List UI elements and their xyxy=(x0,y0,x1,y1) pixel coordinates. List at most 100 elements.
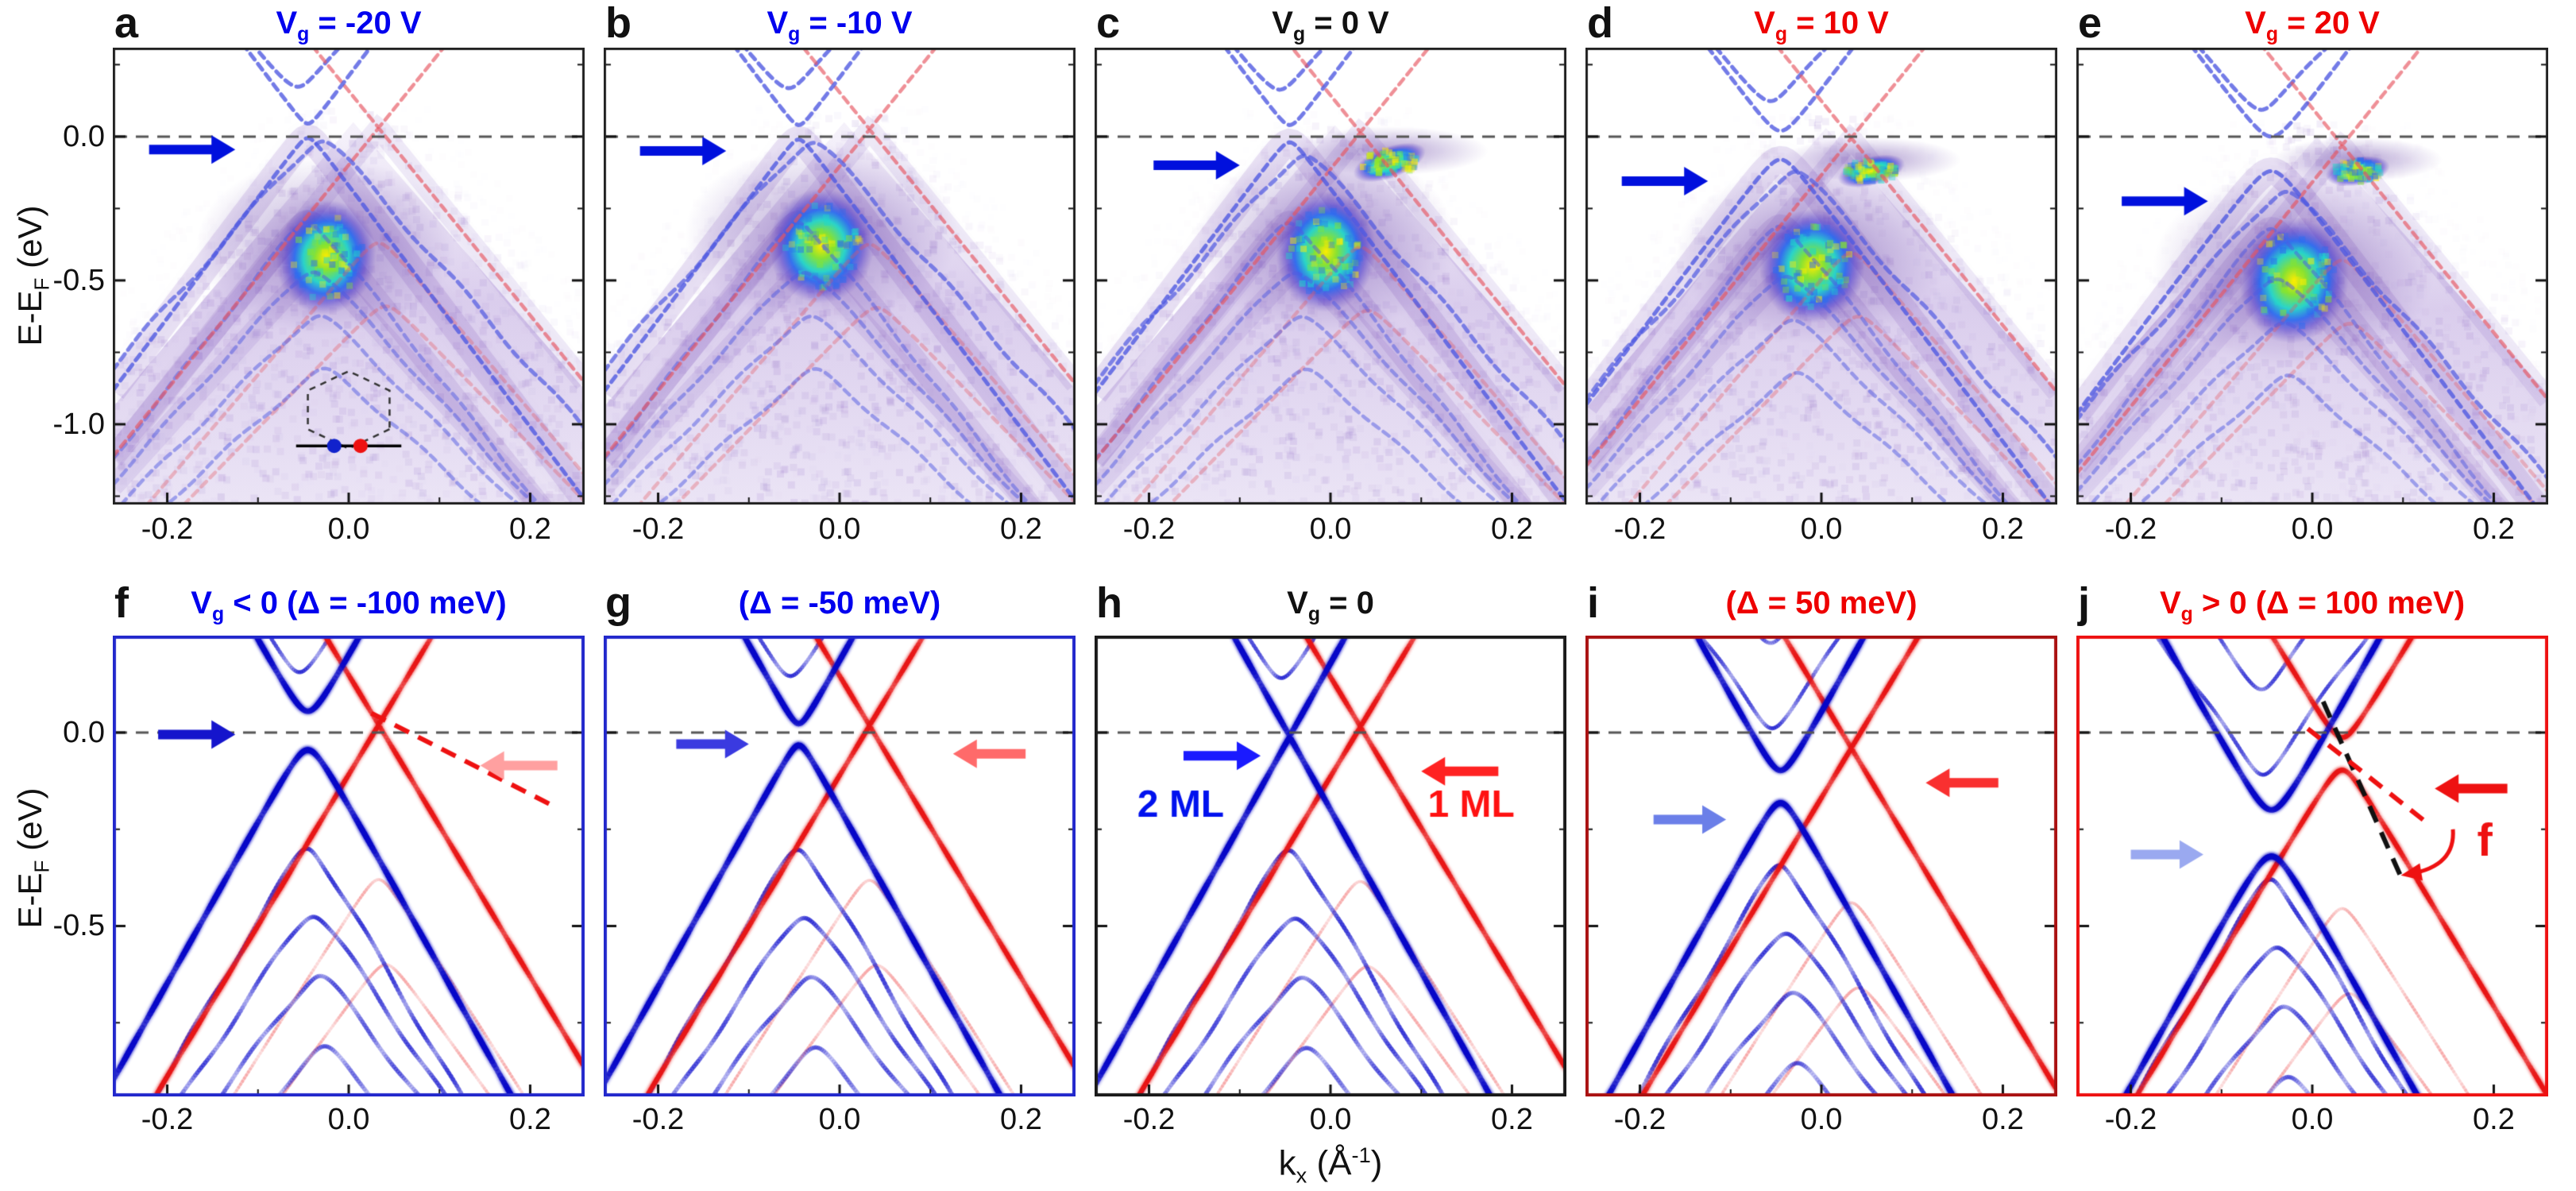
y-tick-label: 0.0 xyxy=(63,119,105,153)
panel-g-plot xyxy=(604,636,1076,1096)
y-tick-label: -0.5 xyxy=(52,263,105,297)
panel-c-title-seg: g xyxy=(1292,24,1306,45)
panel-c-title-seg: V xyxy=(1272,6,1293,41)
y-tick-label: -0.5 xyxy=(52,909,105,943)
panel-i-title-seg: (Δ = 50 meV) xyxy=(1725,586,1918,621)
panel-a-x-tick-label: -0.2 xyxy=(141,512,194,546)
panel-b-title: Vg = -10 V xyxy=(604,0,1076,58)
panel-c-title-seg: = 0 V xyxy=(1305,6,1389,41)
panel-g-title-seg: (Δ = -50 meV) xyxy=(738,586,941,621)
panel-g-x-tick-label: -0.2 xyxy=(631,1103,685,1136)
panel-h-x-tick-label: 0.2 xyxy=(1491,1103,1533,1136)
panel-i-x-tick-label: 0.0 xyxy=(1800,1103,1843,1136)
panel-g-title: (Δ = -50 meV) xyxy=(604,580,1076,626)
panel-e-title-seg: V xyxy=(2245,6,2266,41)
panel-b-plot xyxy=(604,48,1076,505)
panel-j-title-seg: (Δ = 100 meV) xyxy=(2255,586,2466,621)
panel-g-letter: g xyxy=(605,579,631,627)
panel-c-plot xyxy=(1095,48,1566,505)
panel-i-title: (Δ = 50 meV) xyxy=(1585,580,2057,626)
panel-f-letter: f xyxy=(114,579,129,627)
panel-d-title-seg: V xyxy=(1754,6,1775,41)
x-axis-label-text: k xyxy=(1278,1143,1296,1183)
panel-h-x-tick-label: -0.2 xyxy=(1122,1103,1176,1136)
panel-c-letter: c xyxy=(1096,0,1121,47)
panel-d-x-tick-label: 0.0 xyxy=(1800,512,1843,546)
panel-h-x-tick-label: 0.0 xyxy=(1309,1103,1352,1136)
panel-j-x-tick-label: 0.2 xyxy=(2473,1103,2515,1136)
panel-a-x-tick-label: 0.2 xyxy=(509,512,551,546)
panel-f-plot xyxy=(113,636,585,1096)
panel-d-letter: d xyxy=(1587,0,1613,47)
panel-a-title-seg: V xyxy=(276,6,298,41)
panel-h-plot xyxy=(1095,636,1566,1096)
y-tick-label: 0.0 xyxy=(63,715,105,749)
panel-h-title: Vg = 0 xyxy=(1095,580,1566,638)
x-axis-label-unit: (Å xyxy=(1307,1143,1352,1183)
panel-g-x-tick-label: 0.0 xyxy=(818,1103,861,1136)
panel-i-plot xyxy=(1585,636,2057,1096)
panel-b-title-seg: V xyxy=(767,6,789,41)
panel-j-title-seg: V xyxy=(2159,586,2181,621)
panel-f-x-tick-label: 0.2 xyxy=(509,1103,551,1136)
y-axis-label-sub: F xyxy=(29,860,54,873)
panel-e-x-tick-label: 0.0 xyxy=(2291,512,2334,546)
y-axis-label-unit: (eV) xyxy=(11,787,48,860)
panel-c-title: Vg = 0 V xyxy=(1095,0,1566,58)
panel-a-plot xyxy=(113,48,585,505)
x-axis-label-unit-close: ) xyxy=(1370,1143,1383,1183)
panel-b-x-tick-label: -0.2 xyxy=(631,512,685,546)
panel-j-title-seg: > 0 xyxy=(2192,586,2256,621)
x-axis-label-sub: x xyxy=(1296,1162,1307,1188)
panel-a-x-tick-label: 0.0 xyxy=(327,512,370,546)
panel-a-title: Vg = -20 V xyxy=(113,0,585,58)
panel-e-title: Vg = 20 V xyxy=(2076,0,2548,58)
panel-i-x-tick-label: -0.2 xyxy=(1613,1103,1666,1136)
panel-b-letter: b xyxy=(605,0,631,47)
panel-j-plot xyxy=(2076,636,2548,1096)
panel-f-title: Vg < 0 (Δ = -100 meV) xyxy=(113,580,585,638)
panel-f-title-seg: (Δ = -100 meV) xyxy=(287,586,507,621)
panel-f-title-seg: g xyxy=(211,604,225,625)
y-tick-label: -1.0 xyxy=(52,407,105,441)
panel-h-letter: h xyxy=(1096,579,1122,627)
panel-g-x-tick-label: 0.2 xyxy=(1000,1103,1042,1136)
x-axis-label: kx (Å-1) xyxy=(1172,1143,1489,1188)
panel-c-x-tick-label: -0.2 xyxy=(1122,512,1176,546)
panel-a-title-seg: g xyxy=(297,24,310,45)
panel-j-x-tick-label: 0.0 xyxy=(2291,1103,2334,1136)
panel-j-title-seg: g xyxy=(2180,604,2193,625)
panel-b-x-tick-label: 0.0 xyxy=(818,512,861,546)
panel-e-plot xyxy=(2076,48,2548,505)
panel-c-x-tick-label: 0.0 xyxy=(1309,512,1352,546)
panel-e-x-tick-label: -0.2 xyxy=(2104,512,2157,546)
panel-a-title-seg: = -20 V xyxy=(309,6,422,41)
panel-j-title: Vg > 0 (Δ = 100 meV) xyxy=(2076,580,2548,638)
panel-d-title: Vg = 10 V xyxy=(1585,0,2057,58)
panel-d-x-tick-label: 0.2 xyxy=(1982,512,2024,546)
panel-f-x-tick-label: 0.0 xyxy=(327,1103,370,1136)
panel-f-title-seg: V xyxy=(191,586,212,621)
panel-j-letter: j xyxy=(2078,579,2091,627)
panel-c-x-tick-label: 0.2 xyxy=(1491,512,1533,546)
panel-b-title-seg: g xyxy=(788,24,801,45)
panel-h-title-seg: V xyxy=(1287,586,1308,621)
panel-e-title-seg: g xyxy=(2265,24,2278,45)
panel-b-title-seg: = -10 V xyxy=(800,6,913,41)
x-axis-label-sup: -1 xyxy=(1351,1143,1371,1167)
panel-j-x-tick-label: -0.2 xyxy=(2104,1103,2157,1136)
panel-f-title-seg: < 0 xyxy=(224,586,288,621)
panel-b-x-tick-label: 0.2 xyxy=(1000,512,1042,546)
panel-e-x-tick-label: 0.2 xyxy=(2473,512,2515,546)
panel-e-letter: e xyxy=(2078,0,2103,47)
panel-h-title-seg: g xyxy=(1307,604,1320,625)
panel-d-title-seg: g xyxy=(1775,24,1787,45)
panel-e-title-seg: = 20 V xyxy=(2277,6,2380,41)
panel-d-x-tick-label: -0.2 xyxy=(1613,512,1666,546)
panel-d-title-seg: = 10 V xyxy=(1786,6,1889,41)
panel-i-x-tick-label: 0.2 xyxy=(1982,1103,2024,1136)
panel-d-plot xyxy=(1585,48,2057,505)
panel-f-x-tick-label: -0.2 xyxy=(141,1103,194,1136)
panel-a-letter: a xyxy=(114,0,139,47)
